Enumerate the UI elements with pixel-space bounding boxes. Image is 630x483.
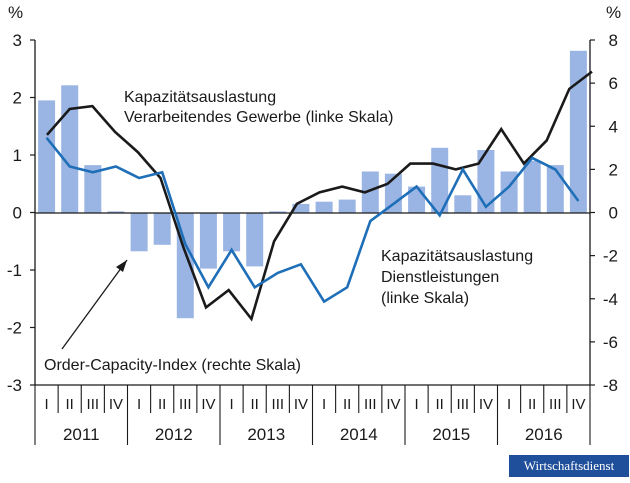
- quarter-label: III: [272, 396, 285, 413]
- quarter-label: III: [364, 396, 377, 413]
- quarter-label: I: [44, 396, 48, 413]
- left-tick-label: 2: [13, 89, 22, 108]
- quarter-label: II: [436, 396, 444, 413]
- order-capacity-bar: [61, 85, 79, 213]
- year-label: 2011: [63, 425, 100, 444]
- annotation-dienst-2: Dienstleistungen: [381, 269, 499, 286]
- quarter-label: II: [158, 396, 166, 413]
- annotation-verarbeitendes-2: Verarbeitendes Gewerbe (linke Skala): [124, 109, 393, 126]
- order-capacity-bar: [38, 100, 56, 213]
- order-capacity-bar: [292, 203, 310, 213]
- logo-text: Wirtschaftsdienst: [523, 458, 615, 473]
- quarter-label: III: [87, 396, 100, 413]
- annotation-arrow-head: [116, 260, 127, 272]
- order-capacity-bar: [84, 165, 102, 213]
- annotation-arrow-line: [61, 259, 128, 350]
- quarter-label: IV: [386, 396, 400, 413]
- order-capacity-bar: [523, 160, 541, 213]
- order-capacity-bar: [569, 50, 587, 213]
- quarter-label: III: [549, 396, 562, 413]
- quarter-label: IV: [109, 396, 123, 413]
- right-axis-unit: %: [606, 3, 621, 22]
- quarter-label: I: [137, 396, 141, 413]
- order-capacity-bar: [199, 212, 217, 269]
- right-tick-label: 0: [609, 204, 618, 223]
- annotation-dienst-1: Kapazitätsauslastung: [381, 248, 533, 265]
- left-axis-ticks: 3 2 1 0 -1 -2 -3: [7, 31, 35, 395]
- quarter-label: IV: [201, 396, 215, 413]
- annotation-dienst-3: (linke Skala): [381, 290, 469, 307]
- order-capacity-bar: [246, 212, 264, 267]
- order-capacity-bar: [107, 211, 125, 213]
- order-capacity-bar: [130, 212, 148, 252]
- right-tick-label: 6: [609, 74, 618, 93]
- dienstleistungen-line: [45, 136, 580, 304]
- quarter-label: I: [322, 396, 326, 413]
- quarter-label: II: [66, 396, 74, 413]
- left-tick-label: 3: [13, 31, 22, 50]
- quarter-label: I: [229, 396, 233, 413]
- year-label: 2015: [432, 425, 470, 444]
- order-capacity-bar: [315, 201, 333, 213]
- quarter-label: II: [251, 396, 259, 413]
- right-tick-label: 4: [609, 117, 618, 136]
- left-axis-unit: %: [8, 3, 23, 22]
- year-label: 2014: [340, 425, 378, 444]
- quarter-label: IV: [294, 396, 308, 413]
- order-capacity-bar: [477, 150, 495, 213]
- right-tick-label: -2: [603, 247, 618, 266]
- left-tick-label: -3: [7, 376, 22, 395]
- annotation-order-capacity: Order-Capacity-Index (rechte Skala): [44, 357, 301, 374]
- left-tick-label: -1: [7, 261, 22, 280]
- order-capacity-bar: [546, 165, 564, 213]
- wirtschaftsdienst-logo: Wirtschaftsdienst: [509, 455, 629, 477]
- quarter-label: I: [414, 396, 418, 413]
- quarter-label: IV: [479, 396, 493, 413]
- year-label: 2016: [525, 425, 563, 444]
- quarter-label: III: [457, 396, 470, 413]
- order-capacity-bar: [454, 195, 472, 213]
- quarter-label: II: [343, 396, 351, 413]
- right-tick-label: -8: [603, 376, 618, 395]
- annotation-verarbeitendes-1: Kapazitätsauslastung: [124, 89, 276, 106]
- order-capacity-bar: [153, 212, 171, 245]
- right-tick-label: -4: [603, 290, 618, 309]
- right-axis-ticks: 8 6 4 2 0 -2 -4 -6 -8: [590, 31, 618, 395]
- year-labels: 2011 2012 2013 2014 2015 2016: [63, 425, 563, 444]
- order-capacity-bar: [269, 211, 287, 213]
- order-capacity-bar: [361, 171, 379, 213]
- quarter-labels: I II III IV I II III IV I II III IV I II III IV I II III IV…: [34, 385, 591, 445]
- left-tick-label: 1: [13, 146, 22, 165]
- quarter-label: IV: [571, 396, 585, 413]
- line-series: [45, 70, 593, 322]
- order-capacity-bar: [338, 199, 356, 213]
- right-tick-label: 8: [609, 31, 618, 50]
- year-label: 2013: [247, 425, 285, 444]
- left-tick-label: -2: [7, 319, 22, 338]
- right-tick-label: -6: [603, 333, 618, 352]
- quarter-label: II: [528, 396, 536, 413]
- year-label: 2012: [155, 425, 193, 444]
- quarter-label: I: [507, 396, 511, 413]
- left-tick-label: 0: [13, 204, 22, 223]
- order-capacity-bar: [223, 212, 241, 252]
- right-tick-label: 2: [609, 160, 618, 179]
- order-capacity-bars: [38, 50, 587, 319]
- quarter-label: III: [179, 396, 192, 413]
- verarbeitendes-gewerbe-line: [46, 70, 593, 322]
- plot-frame: [34, 40, 591, 386]
